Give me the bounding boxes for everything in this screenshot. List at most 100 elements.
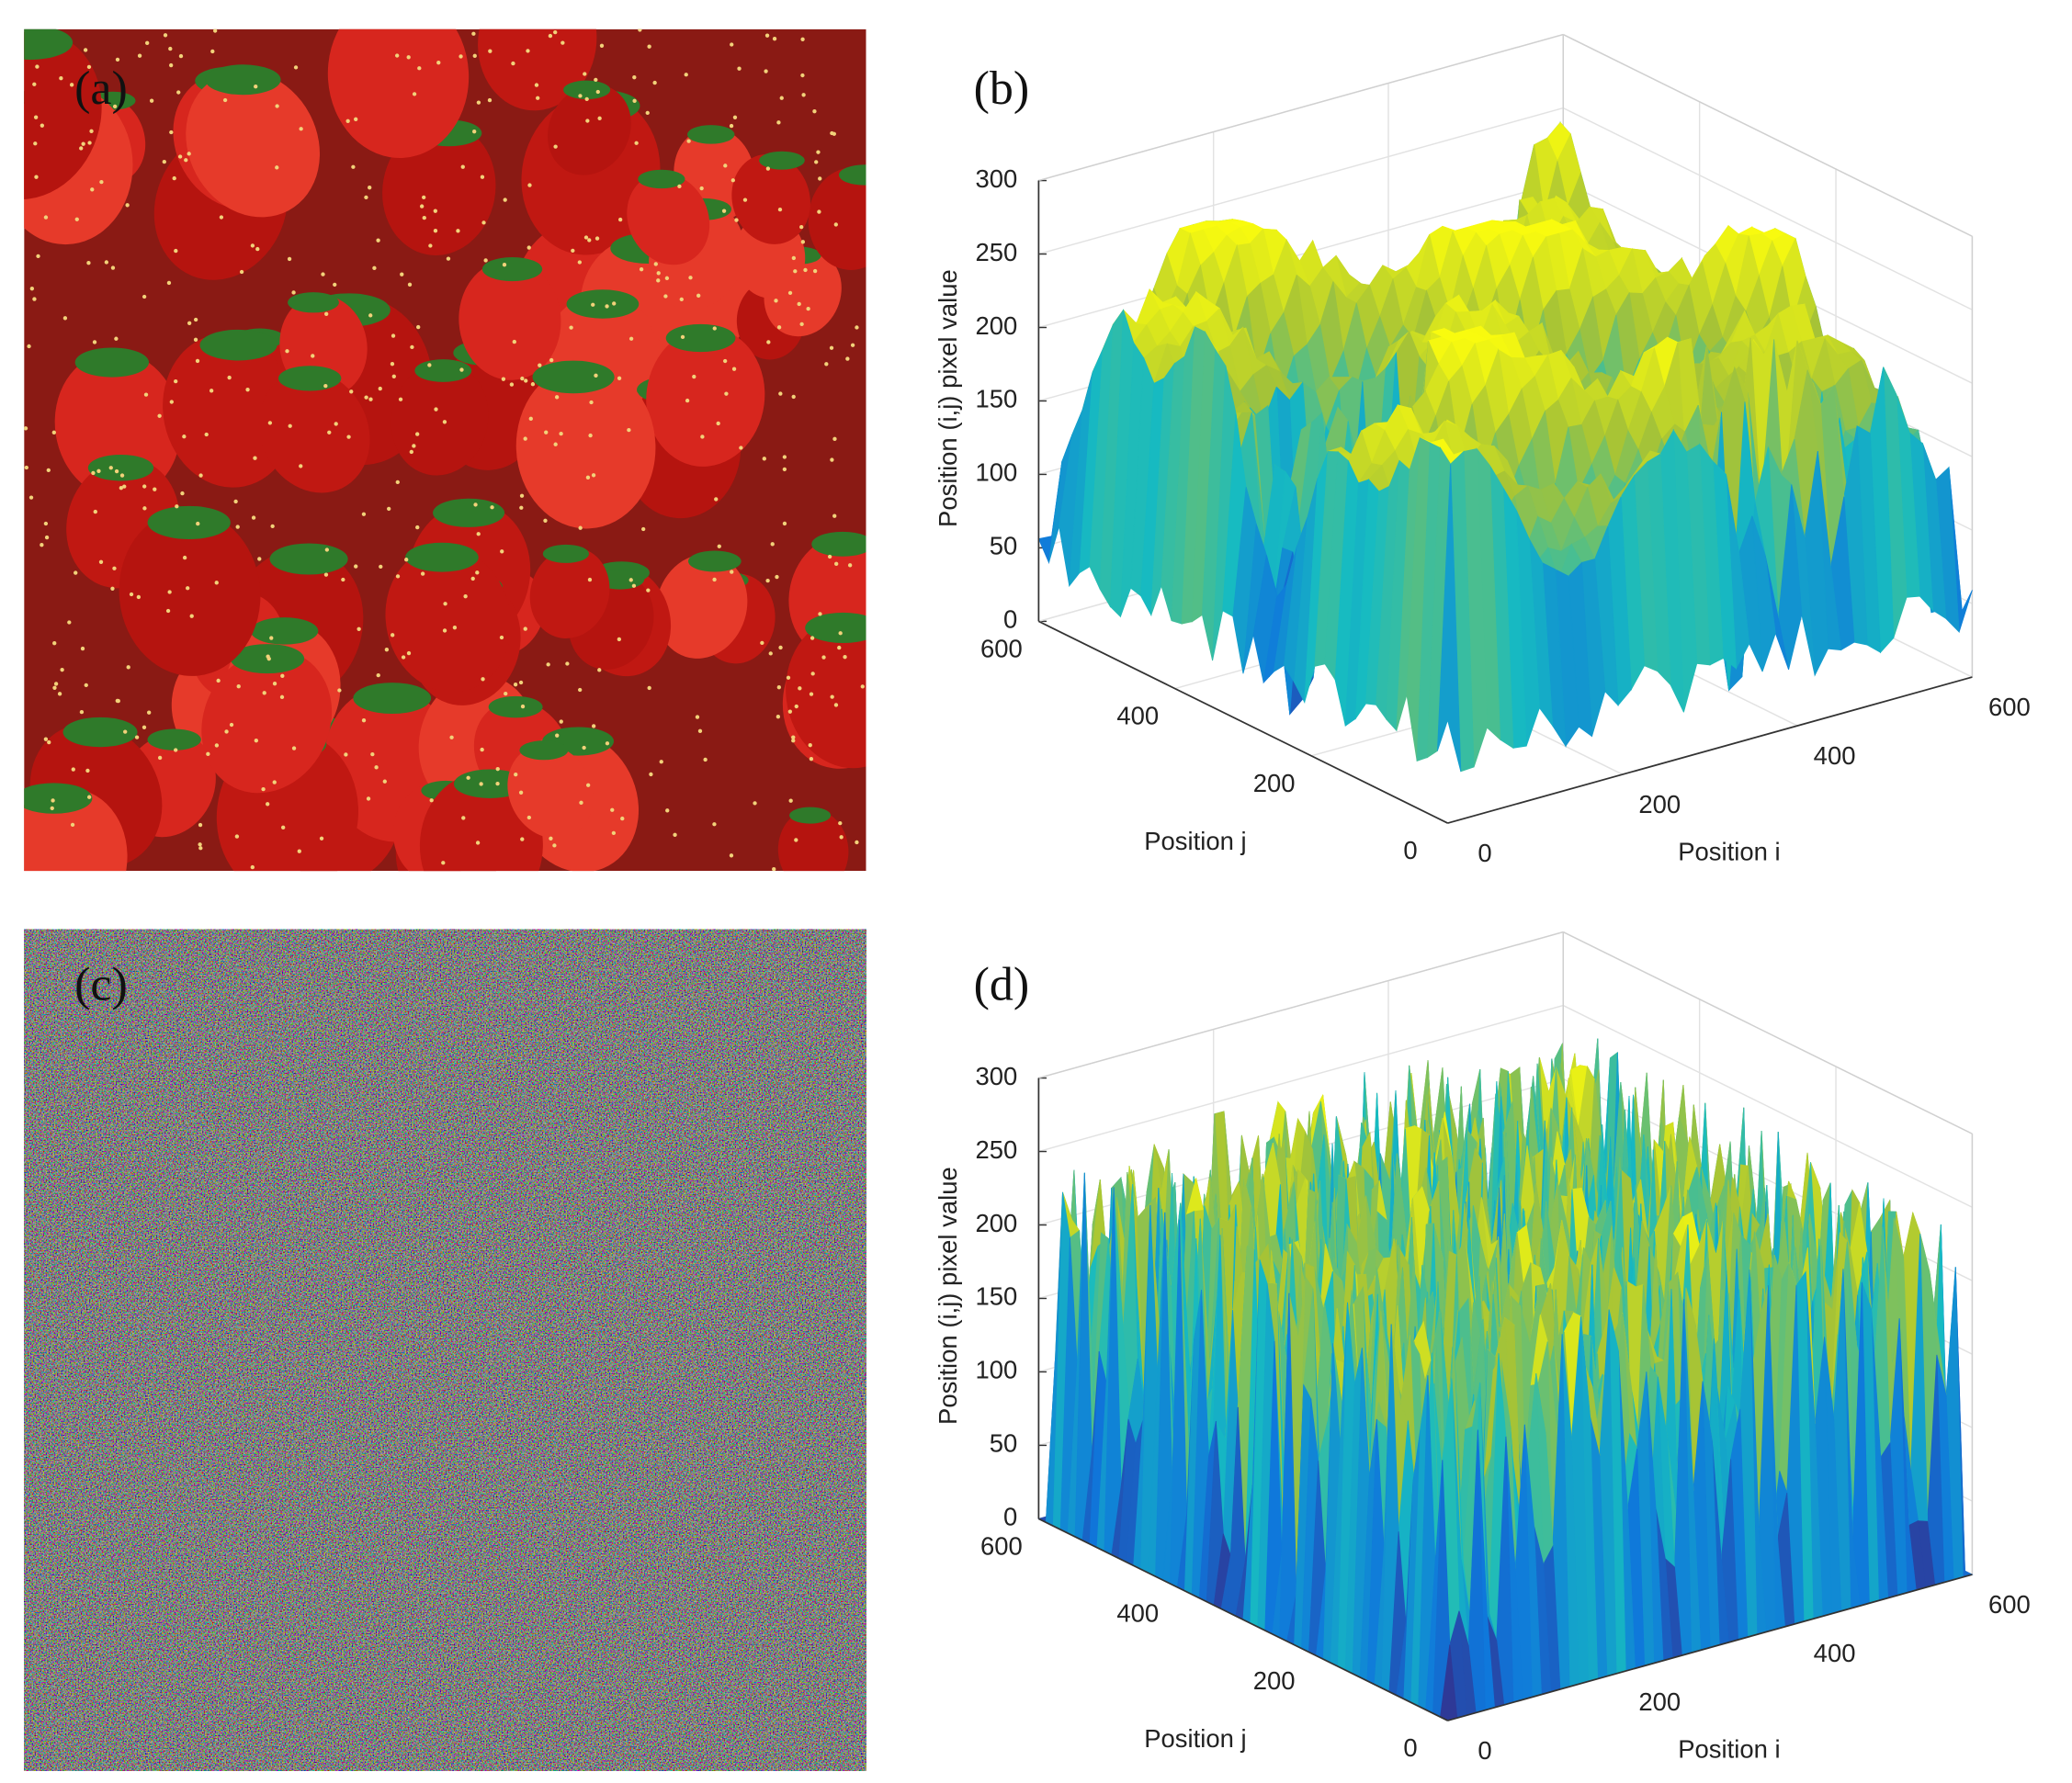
seed	[429, 798, 434, 803]
seed	[83, 48, 88, 52]
i-tick-label: 400	[1814, 1639, 1856, 1667]
seed	[680, 334, 685, 340]
seed	[93, 509, 97, 514]
seed	[33, 115, 39, 119]
seed	[390, 362, 395, 367]
seed	[281, 825, 286, 829]
leaf	[24, 783, 93, 814]
seed	[688, 276, 693, 280]
seed	[504, 691, 508, 696]
seed	[832, 436, 837, 441]
seed	[742, 197, 748, 202]
leaf	[687, 125, 735, 144]
z-tick-label: 200	[975, 1209, 1017, 1237]
seed	[222, 97, 228, 103]
seed	[250, 864, 255, 870]
seed	[800, 73, 805, 78]
seed	[406, 55, 411, 60]
box-edge	[1038, 33, 1564, 182]
seed	[778, 391, 783, 396]
seed	[526, 815, 532, 820]
leaf	[542, 544, 589, 563]
seed	[361, 718, 367, 723]
seed	[536, 96, 540, 100]
seed	[591, 473, 596, 478]
seed	[554, 395, 560, 400]
seed	[799, 224, 804, 230]
seed	[610, 807, 615, 812]
seed	[647, 685, 651, 691]
seed	[579, 800, 583, 805]
seed	[800, 37, 805, 41]
seed	[584, 96, 589, 102]
seed	[827, 554, 832, 559]
leaf	[353, 683, 432, 715]
seed	[488, 49, 493, 53]
i-tick-label: 200	[1638, 790, 1681, 818]
leaf	[360, 0, 443, 21]
seed	[169, 130, 174, 135]
seed	[119, 485, 124, 491]
seed	[125, 203, 130, 208]
seed	[509, 382, 515, 387]
seed	[415, 525, 420, 530]
seed	[382, 779, 387, 784]
seed	[605, 741, 610, 746]
seed	[149, 98, 154, 103]
strawberry	[119, 510, 261, 676]
seed	[577, 260, 583, 265]
seed	[481, 220, 486, 225]
seed	[387, 506, 391, 512]
seed	[24, 426, 28, 431]
leaf	[288, 292, 339, 313]
seed	[809, 692, 814, 696]
seed	[631, 583, 637, 588]
z-tick-label: 250	[975, 238, 1017, 266]
seed	[436, 61, 441, 65]
seed	[176, 90, 181, 95]
seed	[617, 217, 623, 222]
leaf	[147, 728, 201, 750]
seed	[89, 129, 94, 133]
leaf	[199, 329, 277, 361]
seed	[765, 166, 771, 171]
seed	[553, 442, 558, 446]
seed	[479, 782, 483, 786]
seed	[70, 822, 75, 828]
seed	[730, 178, 735, 183]
seed	[299, 127, 303, 131]
seed	[791, 739, 796, 743]
leaf	[805, 612, 866, 643]
seed	[71, 767, 75, 772]
seed	[234, 834, 240, 839]
i-tick-label: 400	[1814, 741, 1856, 770]
seed	[233, 499, 238, 504]
seed	[193, 337, 198, 342]
seed	[470, 576, 475, 581]
seed	[275, 104, 279, 108]
seed	[136, 594, 142, 600]
seed	[129, 592, 134, 597]
seed	[404, 558, 409, 562]
seed	[677, 184, 682, 189]
i-tick-label: 600	[1988, 1590, 2031, 1619]
seed	[299, 464, 303, 468]
seed	[692, 374, 696, 379]
surface	[1037, 1038, 1974, 1721]
seed	[772, 37, 777, 41]
strawberry	[258, 370, 370, 493]
box-edge	[1038, 931, 1564, 1079]
seed	[174, 378, 178, 384]
seed	[187, 321, 192, 325]
seed	[229, 722, 234, 728]
seed	[731, 367, 737, 371]
seed	[612, 301, 617, 306]
seed	[588, 433, 593, 438]
strawberry	[529, 547, 610, 638]
seed	[79, 709, 85, 715]
seed	[391, 374, 396, 378]
seed	[524, 378, 528, 383]
seed	[466, 775, 470, 780]
seed	[145, 40, 150, 45]
seed	[808, 743, 812, 748]
